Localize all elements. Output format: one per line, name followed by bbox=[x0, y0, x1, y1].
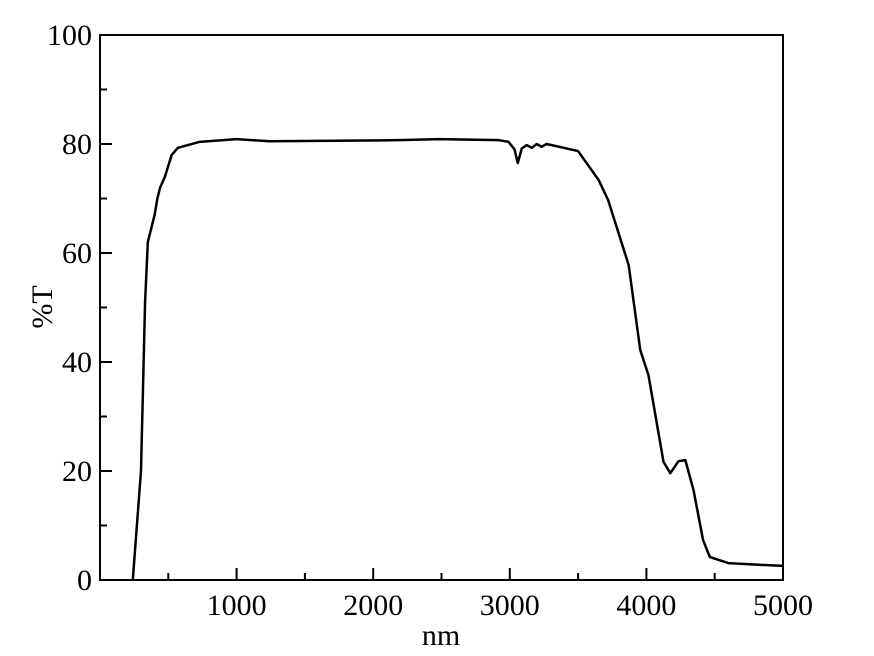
x-tick-label: 5000 bbox=[753, 589, 813, 622]
x-tick-label: 1000 bbox=[207, 589, 267, 622]
y-tick-label: 0 bbox=[77, 564, 92, 597]
plot-frame bbox=[99, 34, 784, 581]
y-axis-label: %T bbox=[26, 285, 59, 328]
x-tick-label: 4000 bbox=[616, 589, 676, 622]
x-axis-label: nm bbox=[422, 619, 460, 652]
y-tick-label: 40 bbox=[62, 346, 92, 379]
y-tick-label: 80 bbox=[62, 128, 92, 161]
y-tick-label: 100 bbox=[47, 19, 92, 52]
x-tick-label: 2000 bbox=[343, 589, 403, 622]
y-tick-label: 60 bbox=[62, 237, 92, 270]
data-line bbox=[131, 137, 784, 581]
x-tick-label: 3000 bbox=[480, 589, 540, 622]
y-tick-label: 20 bbox=[62, 455, 92, 488]
